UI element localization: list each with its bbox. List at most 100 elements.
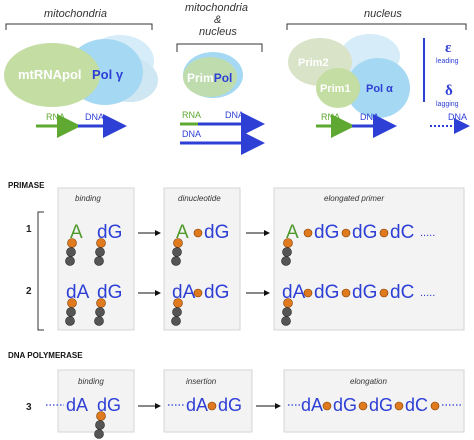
phosphate-dot (394, 401, 404, 411)
nuc-dG: dG (97, 395, 121, 415)
mitonuc-title-2: & (214, 14, 221, 26)
phosphate-dot (67, 298, 77, 308)
mtrnapol-protein (4, 43, 100, 107)
row-3-label: 3 (26, 402, 32, 413)
phosphate-dot (283, 298, 293, 308)
phosphate-dot (193, 288, 203, 298)
mtrnapol-label: mtRNApol (18, 67, 82, 82)
nuc-A: A (70, 222, 83, 243)
phosphate-dot (67, 238, 77, 248)
phosphate-dot (193, 228, 203, 238)
row1-dinucleotide: A dG (171, 222, 229, 266)
nuc-dA: dA (282, 282, 306, 303)
phosphate-dot (430, 401, 440, 411)
phosphate-dot (379, 228, 389, 238)
nuc-dA: dA (66, 282, 90, 303)
leading-label: leading (436, 58, 459, 65)
nuc-dG: dG (352, 282, 377, 303)
phosphate-dot (173, 238, 183, 248)
mitonuc-title-1: mitochondria (185, 2, 248, 14)
pol-alpha-label: Pol α (366, 83, 393, 95)
phosphate-dot (379, 288, 389, 298)
nucleus-dna-label: DNA (360, 112, 379, 122)
phosphate-dot-grey (172, 247, 182, 257)
phosphate-dot (322, 401, 332, 411)
nuc-dA: dA (301, 395, 323, 415)
primase-stage-elongated: elongated primer (324, 194, 384, 203)
mitonuc-bracket (176, 43, 263, 52)
phosphate-dot-grey (282, 307, 292, 317)
nuc-dA: dA (66, 395, 88, 415)
mitonuc-title-3: nucleus (199, 26, 237, 38)
primase-header: PRIMASE (8, 181, 45, 190)
row3-binding: dA dG (46, 395, 121, 439)
phosphate-dot-grey (171, 256, 181, 266)
phosphate-dot (358, 401, 368, 411)
nuc-dG: dG (314, 282, 339, 303)
polymerase-insertion-box (163, 369, 253, 433)
primase-elongated-box (273, 187, 465, 331)
phosphate-dot-grey (172, 307, 182, 317)
nuc-dG: dG (314, 222, 339, 243)
nuc-dC: dC (390, 282, 414, 303)
nucleus-title: nucleus (364, 8, 402, 20)
nuc-dG: dG (97, 282, 122, 303)
nuc-dC: dC (390, 222, 414, 243)
pol-gamma-label: Pol γ (92, 67, 124, 82)
nucleus-rna-label: RNA (321, 112, 340, 122)
phosphate-dot (283, 238, 293, 248)
nuc-dA: dA (186, 395, 208, 415)
phosphate-dot-grey (281, 316, 291, 326)
primase-stage-dinucleotide: dinucleotide (178, 194, 221, 203)
polymerase-stage-insertion: insertion (186, 377, 217, 386)
lagging-label: lagging (436, 101, 459, 108)
phosphate-dot (96, 238, 106, 248)
row2-elongated: dA dG dG dC ..... (281, 282, 435, 326)
nuc-A: A (176, 222, 189, 243)
nucleus-panel: nucleus Prim2 Prim1 Pol α RNA DNA ε lead… (286, 8, 470, 138)
phosphate-dot (341, 288, 351, 298)
phosphate-dot-grey (65, 256, 75, 266)
nuc-dG: dG (218, 395, 242, 415)
mitochondria-bracket (5, 23, 153, 30)
continuation-dots: ..... (420, 287, 435, 299)
phosphate-dot (341, 228, 351, 238)
phosphate-dot-grey (95, 307, 105, 317)
phosphate-dot-grey (94, 256, 104, 266)
polymerase-header: DNA POLYMERASE (8, 351, 83, 360)
nuc-dG: dG (204, 282, 229, 303)
nuc-dA: dA (172, 282, 196, 303)
nuc-dG: dG (333, 395, 357, 415)
nuc-A: A (286, 222, 299, 243)
primase-stage-binding: binding (75, 194, 101, 203)
phosphate-dot-grey (95, 247, 105, 257)
mitonuc-rna-label: RNA (182, 110, 201, 120)
mitochondria-title: mitochondria (44, 8, 107, 20)
phosphate-dot (96, 411, 106, 421)
prim1-protein (316, 68, 360, 108)
phosphate-dot-grey (94, 429, 104, 439)
phosphate-dot-grey (171, 316, 181, 326)
mito-nucleus-panel: mitochondria & nucleus PrimPol RNA DNA D… (176, 2, 265, 155)
nucleus-dna-label-right: DNA (448, 112, 467, 122)
phosphate-dot-grey (65, 316, 75, 326)
primpol-label-prim: PrimPol (187, 71, 232, 85)
phosphate-dot-grey (282, 247, 292, 257)
nuc-dC: dC (405, 395, 428, 415)
row3-insertion: dA dG (168, 395, 242, 415)
phosphate-dot (303, 228, 313, 238)
phosphate-dot-grey (281, 256, 291, 266)
mitonuc-dna-label: DNA (225, 110, 244, 120)
row1-elongated: A dG dG dC ..... (281, 222, 435, 266)
polymerase-elongation-box (283, 369, 465, 433)
mitonuc-dna-label-2: DNA (182, 129, 201, 139)
row3-elongation: dA dG dG dC (288, 395, 462, 415)
continuation-dots: ..... (420, 227, 435, 239)
phosphate-dot (96, 298, 106, 308)
phosphate-dot-grey (94, 316, 104, 326)
pol-alpha-protein (346, 58, 410, 118)
phosphate-dot (207, 401, 217, 411)
nuc-dG: dG (204, 222, 229, 243)
polymerase-stage-elongation: elongation (350, 377, 387, 386)
